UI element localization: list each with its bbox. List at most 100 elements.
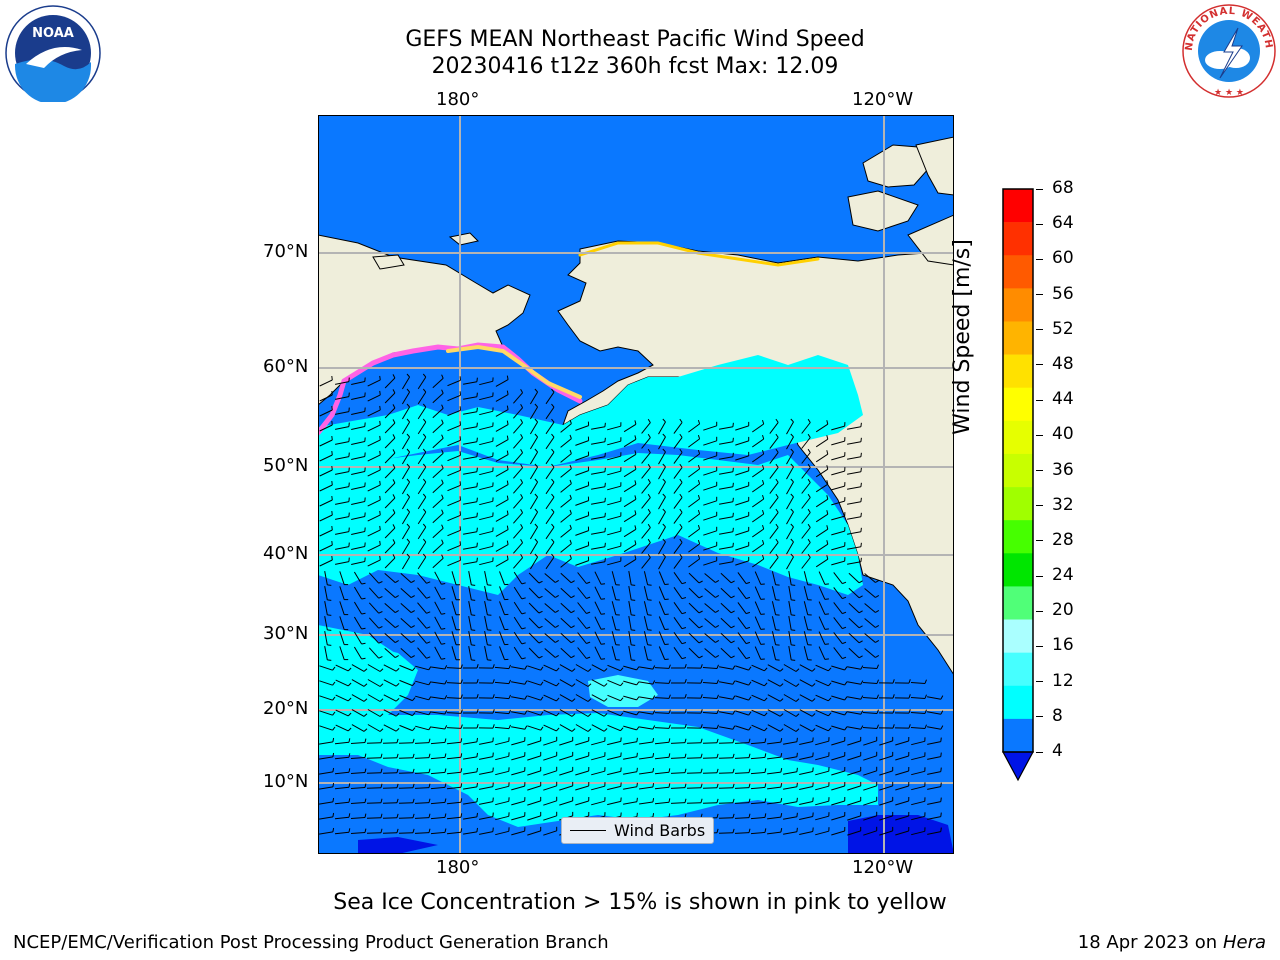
wind-barb-flag (379, 390, 381, 395)
wind-barb-flag (538, 625, 543, 629)
wind-barb (368, 587, 380, 599)
wind-barb-flag (524, 665, 528, 670)
wind-barb (718, 787, 734, 789)
wind-barb-flag (668, 738, 671, 743)
wind-barb (399, 709, 413, 717)
wind-barb (339, 631, 345, 645)
wind-barb (673, 542, 683, 554)
wind-barb (752, 543, 764, 553)
wind-barb-flag (347, 727, 352, 732)
wind-barb-flag (791, 629, 796, 631)
wind-barb-flag (764, 667, 768, 672)
wind-barb (368, 602, 380, 614)
wind-barb-flag (684, 664, 687, 669)
wind-barb (750, 786, 766, 790)
wind-barb (607, 800, 621, 806)
wind-barb-flag (748, 828, 751, 833)
wind-barb (863, 755, 877, 761)
wind-barb (737, 617, 747, 629)
wind-barb-flag (441, 479, 444, 484)
wind-barb (801, 527, 811, 539)
wind-barb-flag (441, 583, 446, 585)
wind-barb (401, 451, 411, 465)
wind-barb (720, 572, 732, 584)
wind-barb (384, 422, 396, 434)
lat-label-60n: 60°N (263, 356, 309, 377)
wind-barb-flag (824, 643, 829, 645)
wind-barb (735, 485, 749, 491)
wind-barb-flag (745, 611, 751, 615)
wind-barb (451, 601, 457, 615)
colorbar-cell (1003, 189, 1033, 223)
wind-barb (335, 396, 349, 400)
wind-barb (735, 680, 749, 686)
wind-barb-flag (363, 668, 368, 672)
wind-barb (818, 631, 826, 645)
wind-barb-flag (331, 540, 333, 546)
wind-barb-flag (636, 737, 638, 742)
wind-barb (545, 391, 555, 405)
wind-barb (447, 529, 461, 537)
wind-barb-flag (940, 710, 944, 715)
wind-barb-flag (732, 482, 734, 487)
wind-barb-flag (697, 419, 701, 425)
wind-barb-flag (422, 553, 427, 558)
wind-barb (415, 725, 429, 731)
wind-barb-flag (444, 695, 448, 700)
wind-barb-flag (363, 713, 368, 717)
wind-barb (479, 395, 493, 401)
wind-barb-flag (406, 388, 410, 393)
wind-barb (623, 528, 637, 538)
wind-barb (623, 756, 637, 760)
wind-barb (575, 709, 589, 717)
wind-barb (702, 667, 718, 669)
wind-barb-flag (406, 508, 410, 513)
wind-barb-flag (679, 433, 683, 438)
wind-barb (786, 481, 794, 495)
wind-barb (688, 468, 700, 478)
colorbar-tick-label: 48 (1052, 353, 1074, 374)
wind-barb (350, 832, 366, 834)
wind-barb (468, 631, 472, 645)
wind-barb (513, 571, 523, 585)
wind-barb-flag (556, 712, 560, 717)
wind-barb-flag (679, 418, 683, 423)
wind-barb (815, 770, 829, 776)
wind-barb (641, 527, 651, 539)
wind-barb (543, 679, 557, 687)
cyan-band-north (318, 355, 863, 467)
wind-barb (831, 665, 845, 671)
wind-barb (799, 771, 813, 775)
graticule (318, 115, 954, 854)
wind-barb (927, 711, 941, 715)
wind-barb (688, 498, 700, 508)
wind-barb (351, 694, 365, 702)
wind-barb-flag (860, 437, 862, 442)
wind-barb (737, 632, 747, 644)
wind-barb (611, 601, 617, 615)
wind-barb (319, 816, 333, 820)
wind-barb (607, 724, 621, 732)
colorbar-tick-label: 44 (1052, 389, 1074, 410)
wind-barb-flag (392, 524, 396, 529)
wind-barb-flag (764, 753, 767, 758)
wind-barb-flag (395, 698, 400, 702)
wind-barb (927, 831, 941, 835)
wind-barb-flag (396, 738, 399, 743)
wind-barb-flag (428, 666, 432, 671)
wind-barb (367, 394, 381, 402)
wind-barb (513, 631, 523, 645)
wind-barb (335, 381, 349, 385)
wind-barb-flag (556, 697, 560, 702)
wind-barb (495, 770, 509, 776)
wind-barb (463, 441, 477, 445)
wind-barb-flag (476, 709, 479, 714)
wind-barb (591, 471, 605, 475)
wind-barb (511, 815, 525, 821)
wind-barb-flag (697, 449, 701, 455)
wind-barb-flag (716, 768, 719, 773)
wind-barb (735, 440, 749, 446)
wind-barb (735, 665, 749, 671)
wind-barb (769, 497, 779, 509)
wind-barb-flag (569, 509, 572, 514)
